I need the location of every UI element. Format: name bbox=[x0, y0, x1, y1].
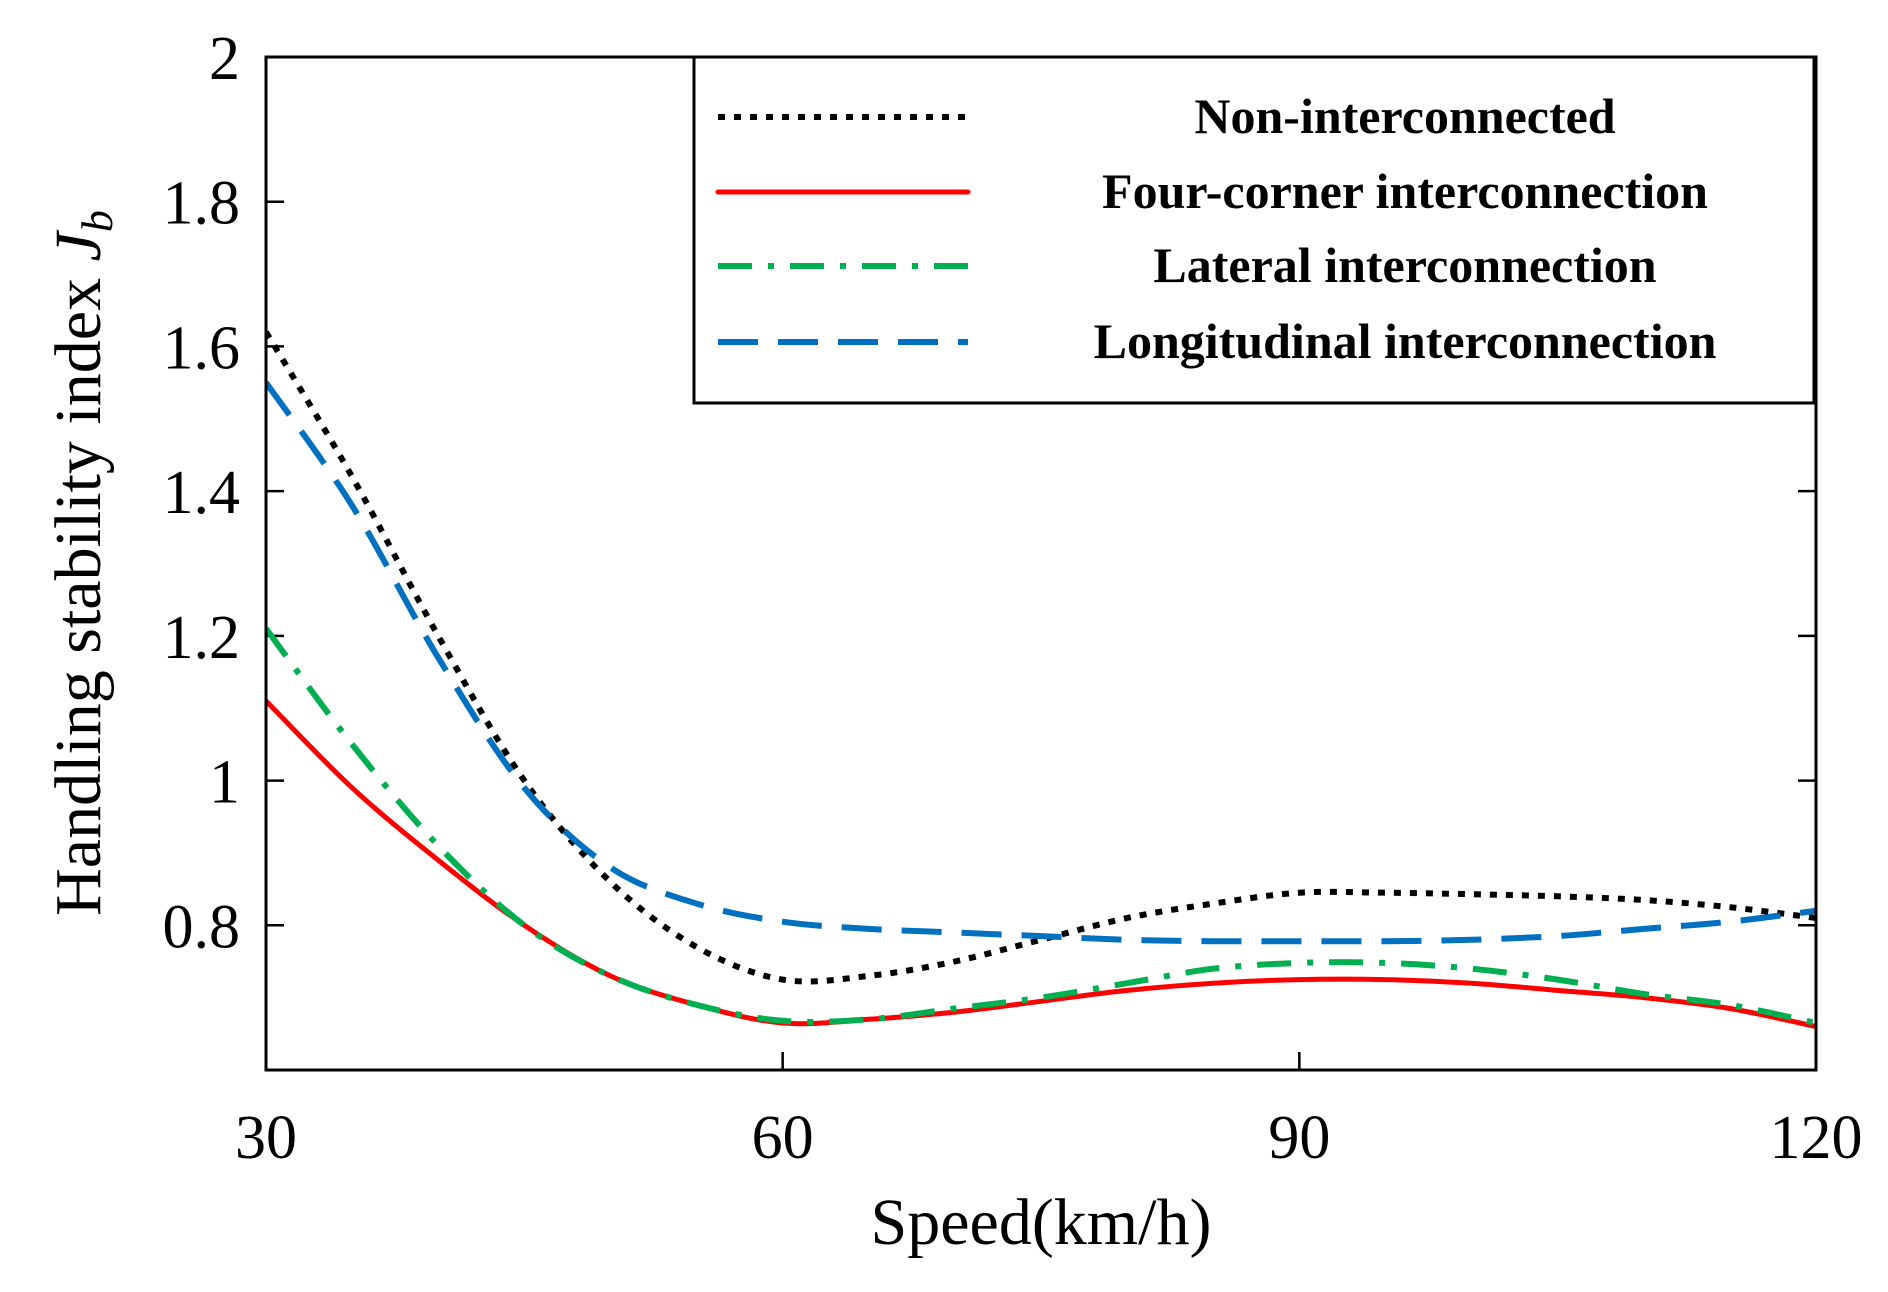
y-axis-title-symbol: J bbox=[42, 229, 115, 261]
y-tick-label: 1.6 bbox=[163, 314, 241, 382]
y-axis-title-main: Handling stability index bbox=[42, 261, 115, 915]
series-layer bbox=[266, 330, 1816, 1030]
x-tick-label: 30 bbox=[235, 1104, 297, 1172]
y-tick-label: 0.8 bbox=[163, 893, 241, 961]
y-axis-title-subscript: b bbox=[73, 210, 122, 232]
y-tick-label: 1.2 bbox=[163, 604, 241, 672]
x-tick-label: 60 bbox=[752, 1104, 814, 1172]
legend-label-3: Lateral interconnection bbox=[1153, 237, 1656, 293]
series-line-4 bbox=[266, 380, 1816, 945]
legend-label-2: Four-corner interconnection bbox=[1102, 163, 1708, 219]
x-tick-label: 120 bbox=[1770, 1104, 1863, 1172]
legend-label-4: Longitudinal interconnection bbox=[1094, 313, 1717, 369]
x-axis-title: Speed(km/h) bbox=[871, 1186, 1212, 1259]
legend: Non-interconnected Four-corner interconne… bbox=[692, 55, 1816, 405]
y-tick-label: 1 bbox=[209, 749, 240, 817]
y-tick-label: 2 bbox=[209, 25, 240, 93]
series-line-3 bbox=[266, 626, 1816, 1026]
y-tick-label: 1.4 bbox=[163, 459, 241, 527]
series-line-1 bbox=[266, 330, 1816, 985]
axis-tick-labels: 30 60 90 120 0.8 1 1.2 1.4 1.6 1.8 2 bbox=[163, 25, 1863, 1172]
legend-label-1: Non-interconnected bbox=[1194, 88, 1615, 144]
y-tick-label: 1.8 bbox=[163, 170, 241, 238]
x-tick-label: 90 bbox=[1268, 1104, 1330, 1172]
y-axis-title: Handling stability index Jb bbox=[42, 210, 122, 916]
